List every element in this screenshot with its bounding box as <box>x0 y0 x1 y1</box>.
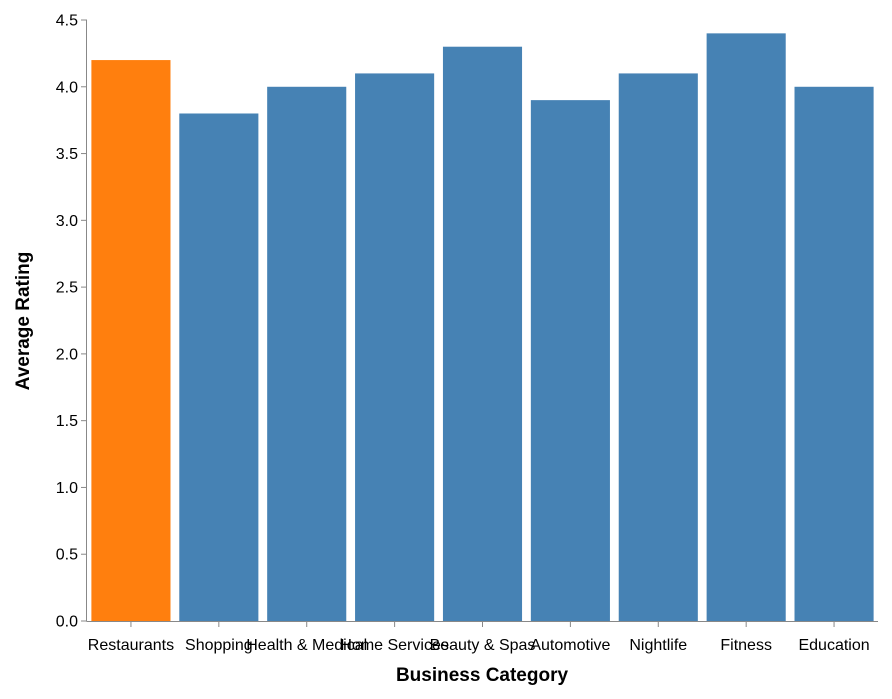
y-tick-label: 1.0 <box>56 480 78 497</box>
bar-nightlife <box>618 73 698 622</box>
bar-automotive <box>530 100 610 621</box>
x-tick-label-restaurants: Restaurants <box>88 637 174 654</box>
bars-group <box>91 33 874 622</box>
bar-restaurants <box>91 60 171 621</box>
bar-shopping <box>179 113 259 622</box>
y-tick-label: 2.0 <box>56 346 78 363</box>
x-tick-label-shopping: Shopping <box>185 637 253 654</box>
y-axis: 0.0 0.5 1.0 1.5 2.0 2.5 3.0 3.5 4.0 4.5 <box>56 13 87 631</box>
x-tick-label-home-services: Home Services <box>340 637 448 654</box>
x-tick-label-automotive: Automotive <box>530 637 610 654</box>
y-tick-label: 4.0 <box>56 79 78 96</box>
y-tick-label: 2.5 <box>56 280 78 297</box>
x-tick-label-beauty-spas: Beauty & Spas <box>430 637 536 654</box>
x-tick-label-fitness: Fitness <box>720 637 772 654</box>
bar-fitness <box>706 33 786 622</box>
x-axis-title: Business Category <box>396 665 569 686</box>
y-tick-label: 3.0 <box>56 213 78 230</box>
bar-home-services <box>355 73 435 622</box>
x-tick-label-health-medical: Health & Medical <box>246 637 367 654</box>
bar-health-medical <box>267 86 347 621</box>
bar-beauty-spas <box>442 46 523 621</box>
y-tick-label: 0.0 <box>56 614 78 631</box>
y-tick-label: 3.5 <box>56 146 78 163</box>
x-tick-label-education: Education <box>798 637 869 654</box>
bar-education <box>794 86 874 621</box>
y-tick-label: 4.5 <box>56 13 78 30</box>
y-axis-title: Average Rating <box>13 252 34 391</box>
y-tick-label: 0.5 <box>56 547 78 564</box>
y-tick-label: 1.5 <box>56 413 78 430</box>
x-tick-label-nightlife: Nightlife <box>629 637 687 654</box>
